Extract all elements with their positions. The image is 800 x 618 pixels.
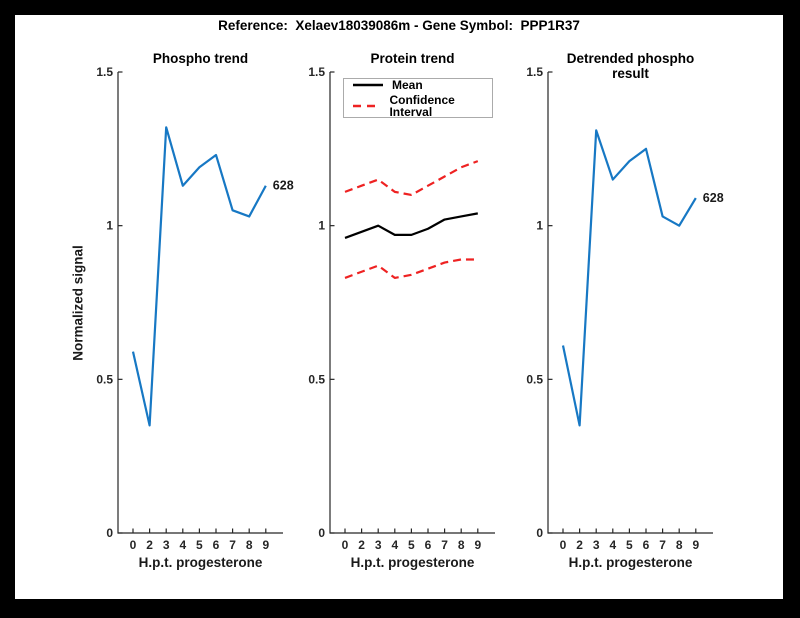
- x-axis-label-detrended: H.p.t. progesterone: [568, 555, 693, 570]
- ci-dashed-line-sample-icon: [353, 104, 382, 107]
- mean-line-sample-icon: [353, 83, 383, 86]
- y-tick-label: 1.5: [308, 65, 325, 79]
- series-end-label: 628: [273, 179, 294, 193]
- chart-title-phospho: Phospho trend: [152, 51, 249, 66]
- x-tick-label: 9: [262, 538, 269, 552]
- legend-item-mean: Mean: [344, 79, 492, 91]
- y-tick-label: 1.5: [526, 65, 543, 79]
- figure-canvas: Reference: Xelaev18039086m - Gene Symbol…: [15, 15, 783, 599]
- x-tick-label: 4: [179, 538, 186, 552]
- x-tick-label: 6: [643, 538, 650, 552]
- x-tick-label: 4: [609, 538, 616, 552]
- x-tick-label: 6: [425, 538, 432, 552]
- x-tick-label: 2: [146, 538, 153, 552]
- x-tick-label: 3: [375, 538, 382, 552]
- y-tick-label: 1: [536, 219, 543, 233]
- x-tick-label: 2: [358, 538, 365, 552]
- legend-label-confidence-interval: Confidence Interval: [389, 92, 455, 119]
- legend: Mean Confidence Interval: [343, 78, 493, 118]
- y-tick-label: 0: [536, 526, 543, 540]
- x-tick-label: 5: [408, 538, 415, 552]
- legend-item-confidence-interval: Confidence Interval: [344, 94, 492, 118]
- x-tick-label: 9: [692, 538, 699, 552]
- series-line-628: [131, 126, 267, 427]
- x-tick-label: 0: [560, 538, 567, 552]
- series-line-628: [561, 129, 697, 427]
- y-tick-label: 1.5: [96, 65, 113, 79]
- axis-spines: [547, 72, 713, 534]
- y-tick-label: 0.5: [96, 372, 113, 386]
- x-tick-label: 5: [196, 538, 203, 552]
- y-tick-label: 0: [318, 526, 325, 540]
- chart-title-protein: Protein trend: [370, 51, 455, 66]
- y-tick-label: 1: [106, 219, 113, 233]
- x-tick-label: 4: [391, 538, 398, 552]
- x-tick-label: 7: [229, 538, 236, 552]
- series-line-mean: [344, 212, 479, 239]
- x-tick-label: 9: [474, 538, 481, 552]
- series-end-label: 628: [703, 191, 724, 205]
- x-axis-label-phospho: H.p.t. progesterone: [138, 555, 263, 570]
- x-tick-label: 3: [593, 538, 600, 552]
- y-tick-label: 0.5: [526, 372, 543, 386]
- x-tick-label: 3: [163, 538, 170, 552]
- chart-title-detrended: Detrended phospho result: [566, 51, 695, 81]
- y-axis-label: Normalized signal: [70, 245, 86, 361]
- series-line-confidence-interval-lower: [344, 258, 478, 280]
- x-tick-label: 8: [246, 538, 253, 552]
- x-tick-label: 8: [458, 538, 465, 552]
- axis-spines: [329, 72, 495, 534]
- x-axis-label-protein: H.p.t. progesterone: [350, 555, 475, 570]
- figure-title: Reference: Xelaev18039086m - Gene Symbol…: [218, 18, 580, 33]
- x-tick-label: 2: [576, 538, 583, 552]
- x-tick-label: 0: [130, 538, 137, 552]
- axis-spines: [117, 72, 283, 534]
- x-tick-label: 7: [441, 538, 448, 552]
- x-tick-label: 7: [659, 538, 666, 552]
- x-tick-label: 0: [342, 538, 349, 552]
- y-tick-label: 1: [318, 219, 325, 233]
- x-tick-label: 6: [213, 538, 220, 552]
- y-tick-label: 0: [106, 526, 113, 540]
- series-line-confidence-interval-upper: [344, 160, 479, 197]
- x-tick-label: 5: [626, 538, 633, 552]
- x-tick-label: 8: [676, 538, 683, 552]
- legend-label-mean: Mean: [392, 77, 423, 92]
- y-tick-label: 0.5: [308, 372, 325, 386]
